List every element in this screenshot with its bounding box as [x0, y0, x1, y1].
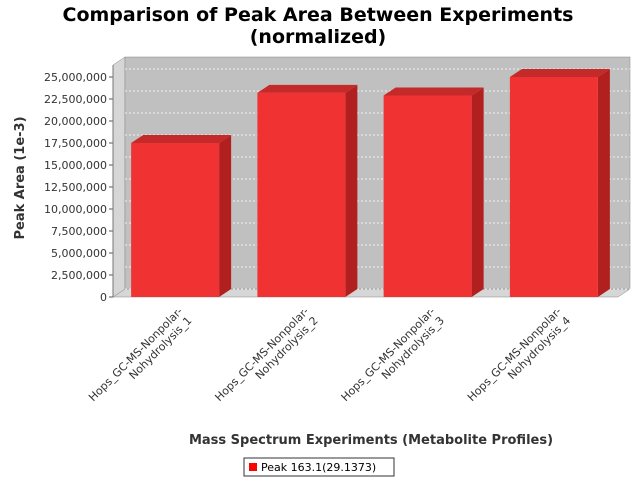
y-tick-label: 7,500,000: [51, 225, 107, 238]
bar-top: [383, 87, 484, 96]
y-tick-label: 5,000,000: [51, 247, 107, 260]
bar-side: [219, 135, 232, 297]
y-tick-label: 10,000,000: [44, 203, 107, 216]
x-category-label: Hops_GC-MS-Nonpolar-Nohydrolysis_4: [465, 305, 573, 413]
bar-front: [509, 77, 598, 297]
y-axis-ticks: 0 2,500,000 5,000,000 7,500,000 10,000,000 12…: [44, 65, 114, 304]
plot-left-wall: [112, 56, 126, 298]
bar-side: [345, 84, 358, 297]
bar: [383, 87, 484, 297]
y-tick-label: 22,500,000: [44, 93, 107, 106]
x-axis-categories: Hops_GC-MS-Nonpolar-Nohydrolysis_1 Hops_G…: [86, 305, 573, 413]
chart-title-line-1: Comparison of Peak Area Between Experime…: [63, 4, 574, 26]
bar-front: [383, 95, 472, 297]
x-category-label: Hops_GC-MS-Nonpolar-Nohydrolysis_2: [212, 305, 320, 413]
bar: [509, 69, 610, 297]
y-tick-label: 2,500,000: [51, 269, 107, 282]
bar: [257, 84, 358, 297]
bar: [131, 135, 232, 297]
bar-top: [509, 69, 610, 77]
bar-front: [257, 92, 346, 297]
x-category-label: Hops_GC-MS-Nonpolar-Nohydrolysis_3: [339, 305, 447, 413]
bars: [131, 69, 610, 297]
legend-swatch: [249, 463, 257, 471]
y-tick-label: 25,000,000: [44, 71, 107, 84]
y-tick-label: 12,500,000: [44, 181, 107, 194]
bar-front: [131, 143, 220, 297]
y-tick-label: 17,500,000: [44, 137, 107, 150]
y-tick-label: 15,000,000: [44, 159, 107, 172]
y-tick-label: 20,000,000: [44, 115, 107, 128]
y-axis-label: Peak Area (1e-3): [13, 116, 28, 239]
bar-top: [257, 84, 358, 93]
legend-label: Peak 163.1(29.1373): [261, 461, 376, 474]
legend-box: [243, 457, 395, 477]
bar-top: [131, 135, 232, 143]
x-axis-label: Mass Spectrum Experiments (Metabolite Pr…: [189, 433, 553, 448]
bar-side: [597, 69, 610, 297]
y-tick-label: 0: [100, 291, 107, 304]
x-category-label: Hops_GC-MS-Nonpolar-Nohydrolysis_1: [86, 305, 194, 413]
chart-title-line-2: (normalized): [250, 26, 387, 48]
legend: Peak 163.1(29.1373): [243, 457, 395, 477]
bar-side: [471, 87, 484, 297]
